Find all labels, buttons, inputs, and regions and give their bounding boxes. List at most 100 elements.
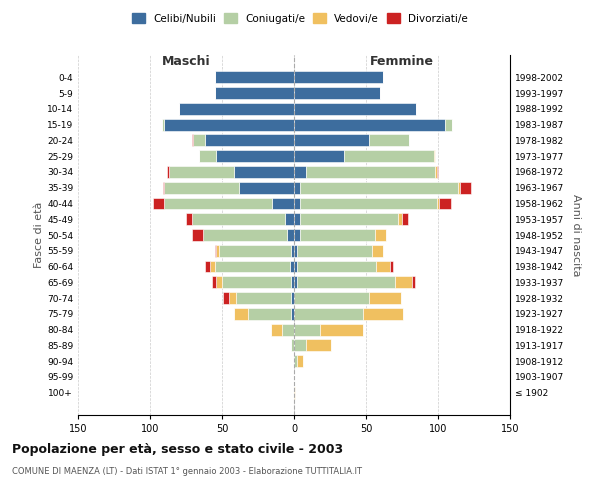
Bar: [294, 387, 295, 398]
Bar: [167, 166, 169, 178]
Bar: [369, 292, 401, 304]
Bar: [297, 356, 302, 367]
Bar: [398, 214, 402, 225]
Bar: [300, 198, 437, 209]
Bar: [460, 182, 471, 194]
Bar: [300, 214, 398, 225]
Text: Popolazione per età, sesso e stato civile - 2003: Popolazione per età, sesso e stato civil…: [12, 442, 343, 456]
Text: COMUNE DI MAENZA (LT) - Dati ISTAT 1° gennaio 2003 - Elaborazione TUTTITALIA.IT: COMUNE DI MAENZA (LT) - Dati ISTAT 1° ge…: [12, 468, 362, 476]
Bar: [161, 118, 164, 130]
Bar: [291, 292, 294, 304]
Bar: [212, 276, 216, 288]
Bar: [294, 245, 297, 256]
Bar: [272, 198, 294, 209]
Bar: [294, 260, 297, 272]
Bar: [192, 134, 193, 146]
Bar: [294, 324, 320, 336]
Bar: [300, 182, 458, 194]
Bar: [294, 87, 380, 99]
Bar: [294, 292, 369, 304]
Bar: [297, 245, 372, 256]
Bar: [179, 103, 294, 115]
Bar: [294, 229, 300, 241]
Bar: [193, 134, 205, 146]
Y-axis label: Fasce di età: Fasce di età: [34, 202, 44, 268]
Bar: [203, 229, 287, 241]
Y-axis label: Anni di nascita: Anni di nascita: [571, 194, 581, 276]
Bar: [294, 214, 300, 225]
Bar: [294, 182, 300, 194]
Bar: [199, 150, 216, 162]
Text: Femmine: Femmine: [370, 55, 434, 68]
Bar: [363, 308, 403, 320]
Bar: [164, 198, 272, 209]
Bar: [216, 276, 222, 288]
Bar: [236, 292, 291, 304]
Bar: [205, 134, 294, 146]
Text: Maschi: Maschi: [161, 55, 211, 68]
Legend: Celibi/Nubili, Coniugati/e, Vedovi/e, Divorziati/e: Celibi/Nubili, Coniugati/e, Vedovi/e, Di…: [129, 10, 471, 26]
Bar: [291, 276, 294, 288]
Bar: [219, 245, 291, 256]
Bar: [395, 276, 412, 288]
Bar: [215, 72, 294, 83]
Bar: [297, 276, 395, 288]
Bar: [215, 87, 294, 99]
Bar: [372, 245, 383, 256]
Bar: [294, 198, 300, 209]
Bar: [344, 150, 434, 162]
Bar: [439, 198, 451, 209]
Bar: [300, 229, 374, 241]
Bar: [229, 292, 236, 304]
Bar: [287, 229, 294, 241]
Bar: [291, 340, 294, 351]
Bar: [211, 260, 215, 272]
Bar: [445, 118, 452, 130]
Bar: [376, 260, 391, 272]
Bar: [215, 260, 290, 272]
Bar: [164, 118, 294, 130]
Bar: [435, 166, 437, 178]
Bar: [369, 134, 409, 146]
Bar: [294, 118, 445, 130]
Bar: [291, 308, 294, 320]
Bar: [437, 166, 438, 178]
Bar: [294, 72, 383, 83]
Bar: [248, 308, 291, 320]
Bar: [192, 214, 286, 225]
Bar: [305, 340, 331, 351]
Bar: [169, 166, 233, 178]
Bar: [291, 245, 294, 256]
Bar: [294, 276, 297, 288]
Bar: [216, 245, 219, 256]
Bar: [283, 324, 294, 336]
Bar: [215, 245, 216, 256]
Bar: [434, 150, 435, 162]
Bar: [294, 134, 369, 146]
Bar: [216, 150, 294, 162]
Bar: [458, 182, 460, 194]
Bar: [290, 260, 294, 272]
Bar: [205, 260, 211, 272]
Bar: [271, 324, 283, 336]
Bar: [412, 276, 415, 288]
Bar: [153, 198, 164, 209]
Bar: [233, 308, 248, 320]
Bar: [320, 324, 363, 336]
Bar: [437, 198, 439, 209]
Bar: [223, 292, 229, 304]
Bar: [239, 182, 294, 194]
Bar: [163, 182, 164, 194]
Bar: [186, 214, 192, 225]
Bar: [402, 214, 408, 225]
Bar: [294, 103, 416, 115]
Bar: [294, 150, 344, 162]
Bar: [233, 166, 294, 178]
Bar: [286, 214, 294, 225]
Bar: [391, 260, 394, 272]
Bar: [164, 182, 239, 194]
Bar: [297, 260, 376, 272]
Bar: [294, 166, 305, 178]
Bar: [294, 356, 297, 367]
Bar: [294, 340, 305, 351]
